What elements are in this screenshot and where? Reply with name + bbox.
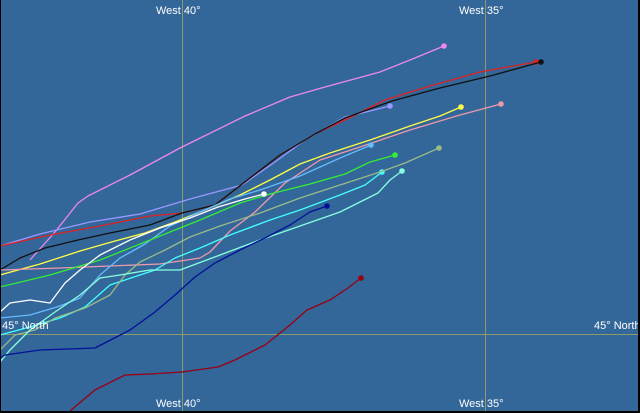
storm-track-aquamarine[interactable]: [1, 168, 405, 362]
track-end-marker[interactable]: [441, 43, 447, 49]
storm-track-navy[interactable]: [1, 203, 330, 359]
track-end-marker[interactable]: [387, 103, 393, 109]
storm-track-green[interactable]: [1, 152, 398, 288]
track-line: [1, 61, 537, 247]
storm-track-skyblue[interactable]: [1, 142, 374, 319]
storm-track-pink[interactable]: [1, 101, 504, 271]
storm-track-olive-green[interactable]: [1, 145, 442, 350]
storm-track-yellow[interactable]: [1, 104, 464, 276]
track-layer: [1, 43, 544, 411]
track-end-marker[interactable]: [261, 191, 267, 197]
storm-track-violet[interactable]: [29, 43, 447, 261]
track-end-marker[interactable]: [436, 145, 442, 151]
track-end-marker[interactable]: [324, 203, 330, 209]
track-end-marker[interactable]: [498, 101, 504, 107]
meridian-label-top-40w: West 40°: [156, 5, 201, 17]
track-line: [69, 277, 362, 411]
track-end-marker[interactable]: [358, 275, 364, 281]
track-end-marker[interactable]: [399, 168, 405, 174]
storm-track-darkred[interactable]: [69, 275, 364, 411]
parallel-label-left-45n: 45° North: [2, 320, 49, 332]
track-line: [1, 105, 391, 247]
track-line: [1, 193, 265, 312]
track-end-marker[interactable]: [538, 59, 544, 65]
track-line: [1, 103, 502, 271]
meridian-label-bottom-35w: West 35°: [459, 398, 504, 410]
storm-track-white[interactable]: [1, 191, 267, 312]
track-line: [1, 144, 372, 319]
track-end-marker[interactable]: [368, 142, 374, 148]
track-line: [1, 170, 403, 362]
storm-track-black[interactable]: [1, 59, 544, 271]
track-end-marker[interactable]: [392, 152, 398, 158]
track-line: [1, 154, 396, 288]
meridian-label-top-35w: West 35°: [459, 5, 504, 17]
track-line: [29, 45, 445, 261]
track-line: [1, 61, 542, 271]
parallel-label-right-45n: 45° North: [594, 320, 638, 332]
track-line: [1, 205, 328, 359]
track-line: [1, 147, 440, 350]
track-line: [1, 106, 462, 276]
track-end-marker[interactable]: [458, 104, 464, 110]
meridian-label-bottom-40w: West 40°: [156, 398, 201, 410]
storm-track-red[interactable]: [1, 59, 539, 247]
track-line: [1, 171, 383, 336]
